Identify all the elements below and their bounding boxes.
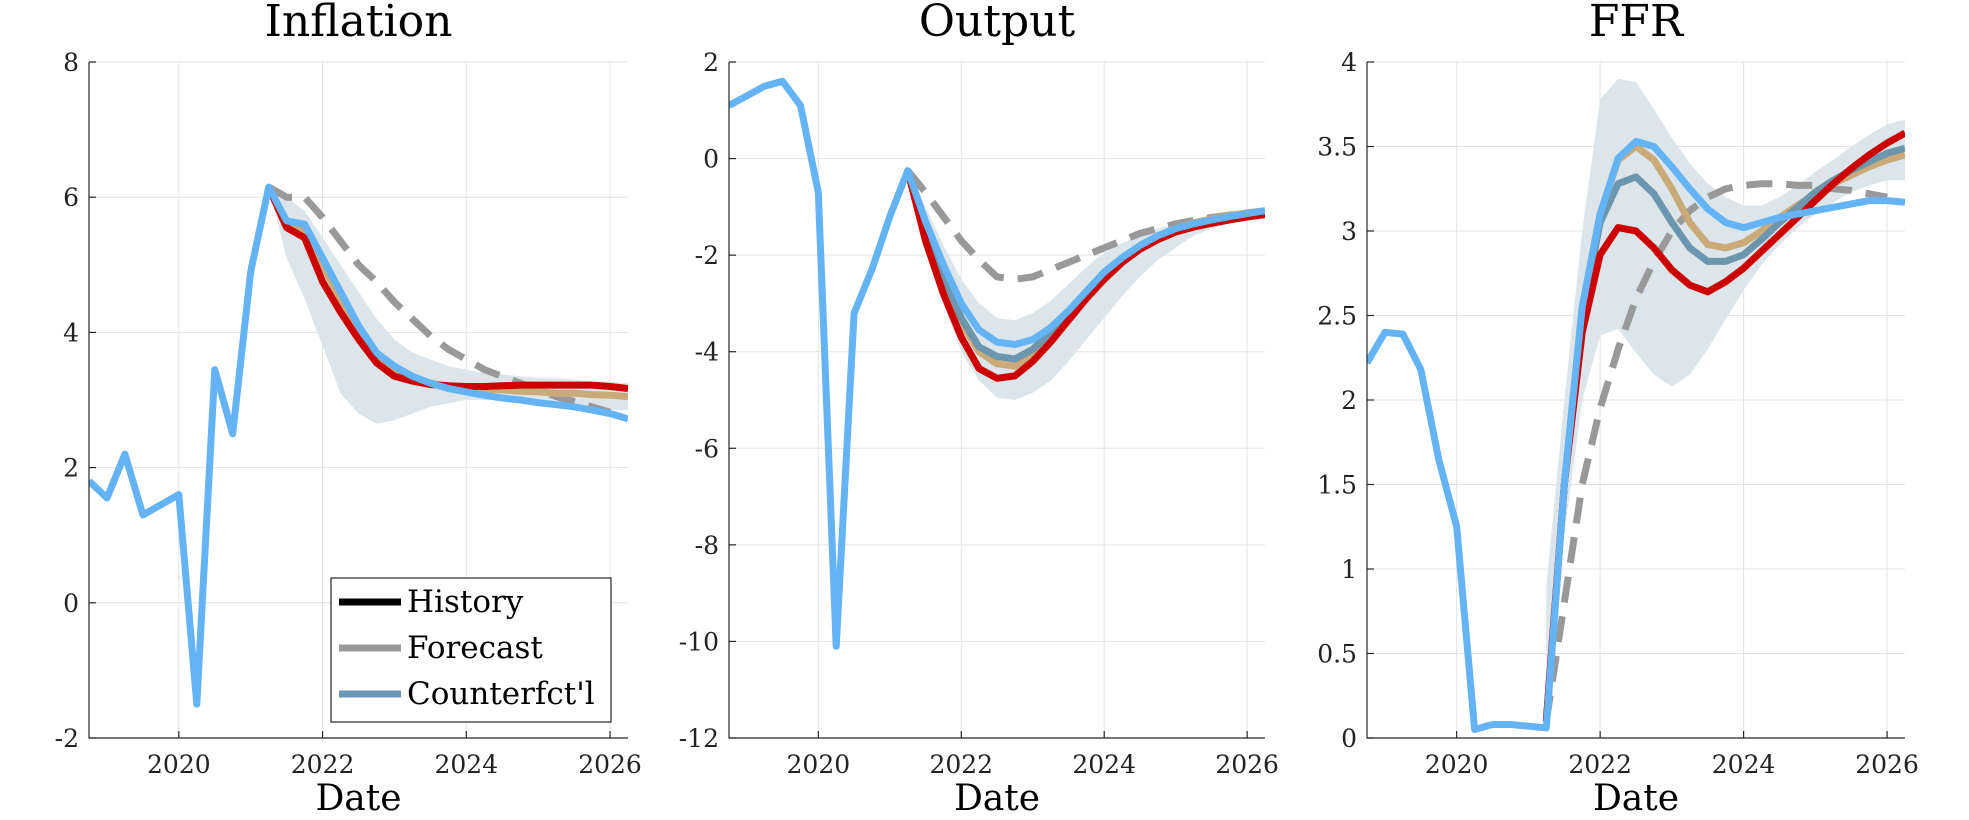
y-tick-label: -12: [679, 724, 719, 753]
y-tick-label: 6: [63, 183, 79, 212]
ffr-panel: 0 0.5 1 1.5 2 2.5 3 3.5 4 2020 2022 2024 2026 FFR Date: [1317, 0, 1919, 819]
y-tick-label: 0: [63, 589, 79, 618]
inflation-panel: -2 0 2 4 6 8 2020 2022 2024 2026 Inflation Date Hist…: [55, 0, 642, 819]
legend-entry-label: History: [407, 584, 524, 620]
y-tick-label: 2.5: [1317, 302, 1357, 331]
x-tick-label: 2024: [1712, 750, 1776, 779]
legend-entry-label: Forecast: [407, 630, 543, 666]
x-tick-label: 2024: [434, 750, 498, 779]
x-tick-label: 2026: [1855, 750, 1919, 779]
y-tick-label: 4: [1341, 48, 1357, 77]
legend-entry-label: Counterfct'l: [407, 676, 595, 712]
y-tick-label: 2: [703, 48, 719, 77]
uncertainty-band: [268, 187, 628, 424]
y-tick-label: 1: [1341, 555, 1357, 584]
chart-title: FFR: [1589, 0, 1685, 47]
y-tick-label: 3.5: [1317, 133, 1357, 162]
series-line: [89, 183, 628, 708]
series-line: [1542, 129, 1905, 722]
x-axis-label: Date: [1593, 778, 1679, 819]
x-tick-label: 2022: [291, 750, 355, 779]
y-tick-label: -8: [695, 531, 719, 560]
y-tick-label: 0: [1341, 724, 1357, 753]
x-tick-label: 2020: [787, 750, 851, 779]
output-panel: -12 -10 -8 -6 -4 -2 0 2 2020 2022 2024 2026 Output Da…: [679, 0, 1279, 819]
x-tick-label: 2022: [1568, 750, 1632, 779]
x-tick-label: 2024: [1072, 750, 1136, 779]
y-tick-label: 1.5: [1317, 471, 1357, 500]
plot-area: [729, 77, 1265, 650]
y-tick-label: -6: [695, 434, 719, 463]
y-tick-label: 4: [63, 318, 79, 347]
x-tick-label: 2022: [929, 750, 993, 779]
chart-title: Output: [919, 0, 1076, 47]
series-line: [1367, 137, 1905, 733]
y-tick-label: 0.5: [1317, 640, 1357, 669]
x-tick-label: 2026: [578, 750, 642, 779]
plot-area: [1367, 78, 1905, 733]
y-tick-label: -4: [695, 338, 719, 367]
y-tick-label: -2: [55, 724, 79, 753]
y-tick-label: 2: [1341, 386, 1357, 415]
x-tick-label: 2020: [1425, 750, 1489, 779]
x-axis-label: Date: [315, 778, 401, 819]
series-line: [729, 77, 1265, 650]
y-tick-label: 8: [63, 48, 79, 77]
y-tick-label: -10: [679, 627, 719, 656]
x-axis-label: Date: [954, 778, 1040, 819]
y-tick-label: 0: [703, 145, 719, 174]
uncertainty-band: [1546, 78, 1905, 722]
y-tick-label: -2: [695, 241, 719, 270]
x-tick-label: 2020: [147, 750, 211, 779]
x-tick-label: 2026: [1215, 750, 1279, 779]
legend: History Forecast Counterfct'l: [330, 577, 612, 723]
plot-area: [89, 183, 628, 708]
chart-title: Inflation: [265, 0, 453, 47]
y-tick-label: 3: [1341, 217, 1357, 246]
y-tick-label: 2: [63, 454, 79, 483]
